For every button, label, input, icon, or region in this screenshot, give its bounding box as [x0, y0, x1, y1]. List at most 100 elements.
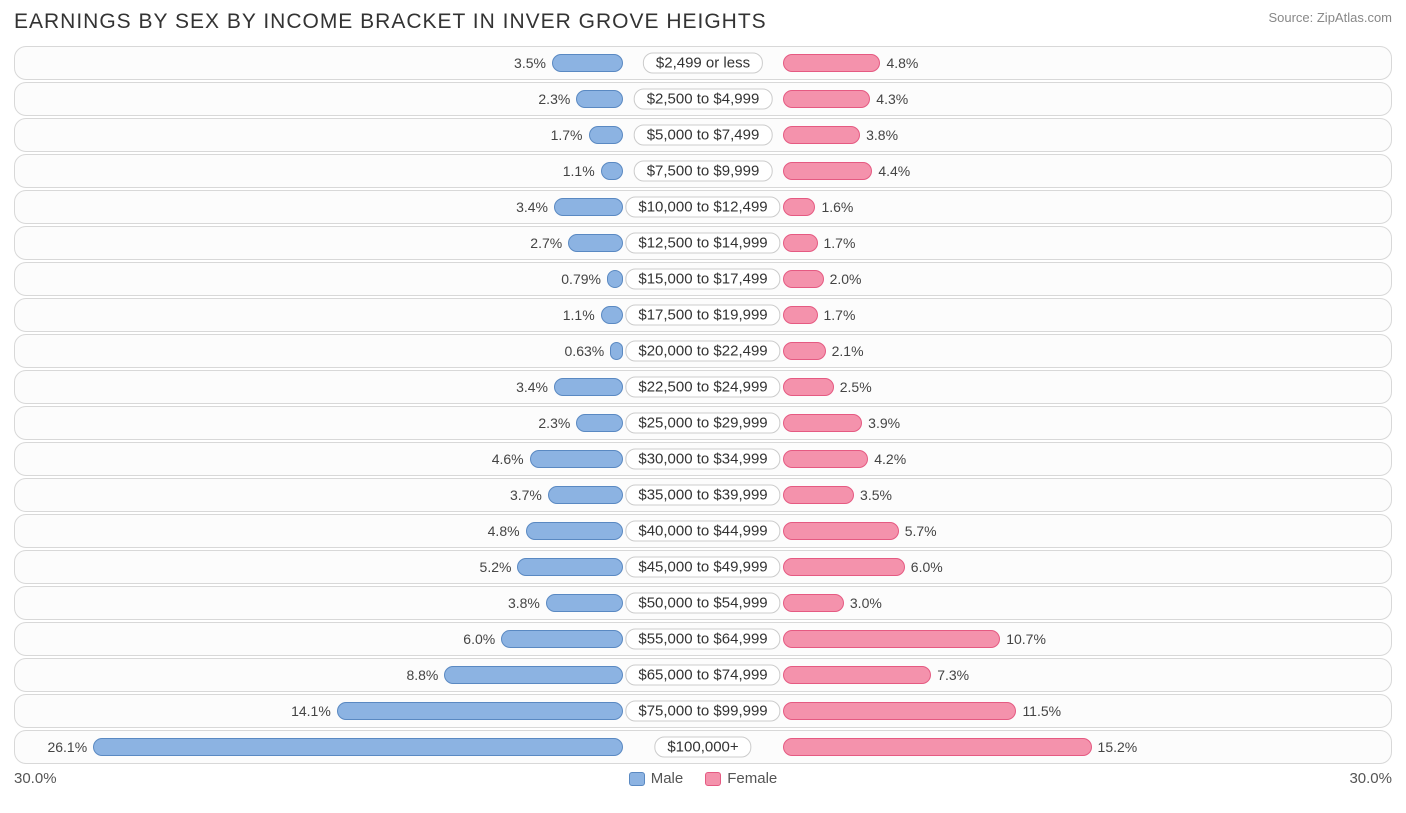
female-bar	[783, 522, 899, 540]
male-bar	[548, 486, 623, 504]
male-bar	[552, 54, 623, 72]
chart-row: 4.8%5.7%$40,000 to $44,999	[14, 514, 1392, 548]
female-bar	[783, 90, 870, 108]
chart-row: 4.6%4.2%$30,000 to $34,999	[14, 442, 1392, 476]
male-pct-label: 3.5%	[508, 55, 552, 71]
chart-row: 26.1%15.2%$100,000+	[14, 730, 1392, 764]
male-half: 3.8%	[15, 587, 703, 619]
chart-row: 3.4%1.6%$10,000 to $12,499	[14, 190, 1392, 224]
female-half: 7.3%	[703, 659, 1391, 691]
male-pct-label: 5.2%	[474, 559, 518, 575]
female-pct-label: 6.0%	[905, 559, 949, 575]
female-half: 11.5%	[703, 695, 1391, 727]
female-pct-label: 1.6%	[815, 199, 859, 215]
chart-row: 0.79%2.0%$15,000 to $17,499	[14, 262, 1392, 296]
chart-row: 1.1% 1.7% $17,500 to $19,999	[14, 298, 1392, 332]
female-pct-label: 10.7%	[1000, 631, 1052, 647]
female-half: 2.5%	[703, 371, 1391, 403]
chart-row: 3.5% 4.8% $2,499 or less	[14, 46, 1392, 80]
legend-female-label: Female	[727, 770, 777, 787]
male-pct-label: 6.0%	[457, 631, 501, 647]
female-half: 1.6%	[703, 191, 1391, 223]
category-label: $25,000 to $29,999	[625, 413, 780, 434]
male-half: 6.0%	[15, 623, 703, 655]
male-bar	[530, 450, 623, 468]
male-bar	[554, 378, 623, 396]
female-half: 3.8%	[703, 119, 1391, 151]
male-bar	[607, 270, 623, 288]
chart-row: 1.1% 4.4% $7,500 to $9,999	[14, 154, 1392, 188]
female-pct-label: 4.2%	[868, 451, 912, 467]
male-pct-label: 4.6%	[486, 451, 530, 467]
male-bar	[589, 126, 624, 144]
female-pct-label: 4.4%	[872, 163, 916, 179]
male-half: 3.4%	[15, 191, 703, 223]
male-bar	[601, 306, 623, 324]
category-label: $2,499 or less	[643, 53, 763, 74]
category-label: $45,000 to $49,999	[625, 557, 780, 578]
chart-row: 14.1% 11.5% $75,000 to $99,999	[14, 694, 1392, 728]
male-half: 1.1%	[15, 299, 703, 331]
female-pct-label: 4.8%	[880, 55, 924, 71]
female-pct-label: 3.9%	[862, 415, 906, 431]
category-label: $12,500 to $14,999	[625, 233, 780, 254]
male-half: 2.3%	[15, 83, 703, 115]
male-pct-label: 1.1%	[557, 163, 601, 179]
female-bar	[783, 486, 854, 504]
female-pct-label: 1.7%	[818, 307, 862, 323]
female-pct-label: 3.8%	[860, 127, 904, 143]
category-label: $50,000 to $54,999	[625, 593, 780, 614]
male-bar	[576, 90, 623, 108]
category-label: $75,000 to $99,999	[625, 701, 780, 722]
male-pct-label: 2.3%	[532, 415, 576, 431]
diverging-bar-chart: 3.5%4.8%$2,499 or less2.3%4.3%$2,500 to …	[14, 46, 1392, 764]
legend: Male Female	[629, 770, 778, 787]
male-bar	[444, 666, 623, 684]
male-bar	[93, 738, 623, 756]
legend-male-label: Male	[651, 770, 684, 787]
chart-row: 2.7%1.7%$12,500 to $14,999	[14, 226, 1392, 260]
male-bar	[517, 558, 623, 576]
female-pct-label: 2.0%	[824, 271, 868, 287]
female-bar	[783, 414, 862, 432]
male-pct-label: 8.8%	[400, 667, 444, 683]
male-bar	[576, 414, 623, 432]
category-label: $65,000 to $74,999	[625, 665, 780, 686]
female-pct-label: 11.5%	[1016, 703, 1067, 719]
female-pct-label: 2.1%	[826, 343, 870, 359]
female-bar	[783, 702, 1016, 720]
male-bar	[546, 594, 623, 612]
female-bar	[783, 342, 826, 360]
category-label: $100,000+	[654, 737, 751, 758]
legend-male: Male	[629, 770, 684, 787]
male-pct-label: 3.7%	[504, 487, 548, 503]
female-pct-label: 15.2%	[1092, 739, 1144, 755]
female-bar	[783, 306, 818, 324]
male-pct-label: 1.1%	[557, 307, 601, 323]
female-bar	[783, 558, 905, 576]
male-pct-label: 14.1%	[285, 703, 337, 719]
chart-footer: 30.0% Male Female 30.0%	[14, 770, 1392, 787]
male-bar	[601, 162, 623, 180]
chart-row: 8.8% 7.3%$65,000 to $74,999	[14, 658, 1392, 692]
category-label: $55,000 to $64,999	[625, 629, 780, 650]
category-label: $35,000 to $39,999	[625, 485, 780, 506]
female-bar	[783, 234, 818, 252]
female-pct-label: 2.5%	[834, 379, 878, 395]
category-label: $22,500 to $24,999	[625, 377, 780, 398]
female-bar	[783, 630, 1000, 648]
male-half: 2.7%	[15, 227, 703, 259]
category-label: $5,000 to $7,499	[634, 125, 773, 146]
source-attribution: Source: ZipAtlas.com	[1268, 10, 1392, 25]
female-half: 4.4%	[703, 155, 1391, 187]
female-bar	[783, 54, 880, 72]
female-half: 4.3%	[703, 83, 1391, 115]
category-label: $17,500 to $19,999	[625, 305, 780, 326]
male-bar	[526, 522, 623, 540]
category-label: $15,000 to $17,499	[625, 269, 780, 290]
male-pct-label: 1.7%	[545, 127, 589, 143]
header: EARNINGS BY SEX BY INCOME BRACKET IN INV…	[14, 10, 1392, 34]
female-half: 5.7%	[703, 515, 1391, 547]
axis-left-max: 30.0%	[14, 770, 57, 787]
category-label: $7,500 to $9,999	[634, 161, 773, 182]
